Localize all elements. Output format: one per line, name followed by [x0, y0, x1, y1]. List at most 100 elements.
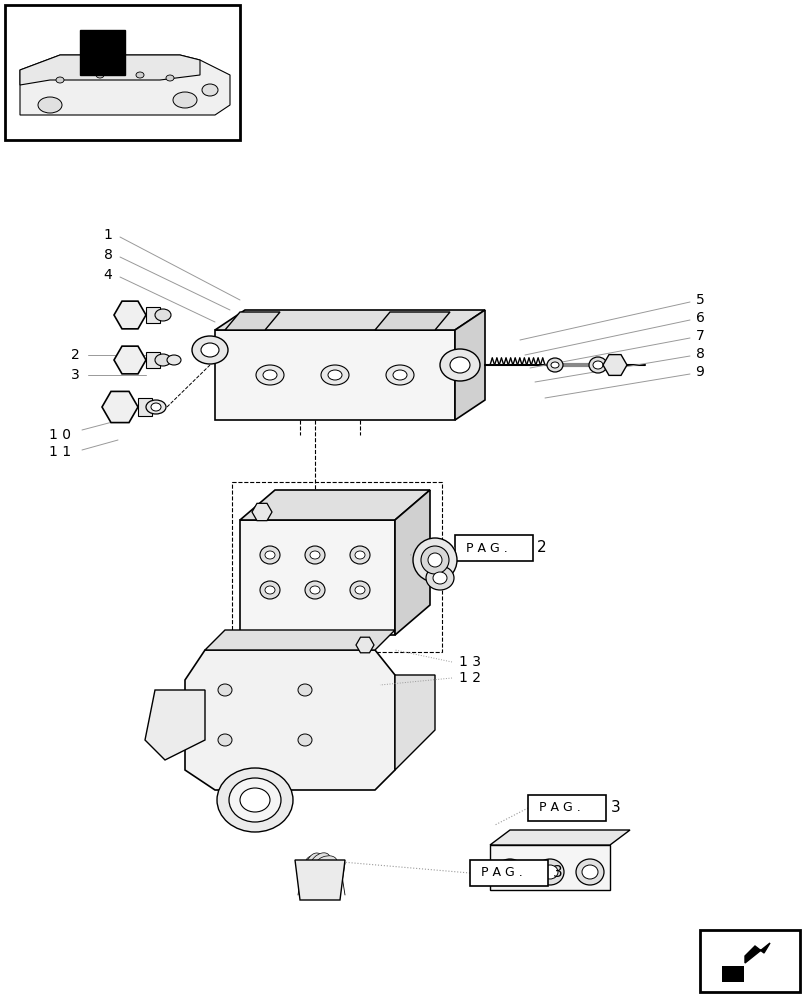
Ellipse shape [240, 788, 270, 812]
Bar [699, 930, 799, 992]
Ellipse shape [328, 370, 341, 380]
Ellipse shape [155, 354, 171, 366]
Ellipse shape [217, 684, 232, 696]
Ellipse shape [420, 546, 448, 574]
Ellipse shape [541, 865, 557, 879]
Text: P A G .: P A G . [481, 866, 522, 879]
Text: P A G .: P A G . [466, 542, 507, 554]
Ellipse shape [588, 357, 607, 373]
Ellipse shape [305, 853, 323, 876]
Ellipse shape [354, 586, 365, 594]
Polygon shape [80, 30, 125, 75]
Ellipse shape [146, 400, 165, 414]
Polygon shape [114, 346, 146, 374]
Text: 2: 2 [71, 348, 79, 362]
Bar [527, 795, 605, 821]
Polygon shape [20, 55, 200, 85]
Polygon shape [294, 860, 345, 900]
Ellipse shape [165, 75, 174, 81]
Ellipse shape [535, 859, 564, 885]
Ellipse shape [496, 859, 523, 885]
Ellipse shape [581, 865, 597, 879]
Polygon shape [215, 310, 484, 330]
Ellipse shape [191, 336, 228, 364]
Ellipse shape [151, 403, 161, 411]
Ellipse shape [449, 357, 470, 373]
Ellipse shape [592, 361, 603, 369]
Ellipse shape [314, 856, 337, 873]
Polygon shape [355, 637, 374, 653]
Text: 1 1: 1 1 [49, 445, 71, 459]
Polygon shape [20, 55, 230, 115]
Ellipse shape [201, 343, 219, 357]
Polygon shape [603, 355, 626, 375]
Text: 3: 3 [71, 368, 79, 382]
Polygon shape [454, 310, 484, 420]
Ellipse shape [202, 84, 217, 96]
Text: 1: 1 [104, 228, 112, 242]
Bar [232, 482, 441, 652]
Polygon shape [394, 490, 430, 635]
Polygon shape [204, 630, 394, 650]
Ellipse shape [135, 72, 144, 78]
Ellipse shape [260, 546, 280, 564]
Polygon shape [145, 690, 204, 760]
Polygon shape [215, 330, 454, 420]
Bar [5, 5, 240, 140]
Ellipse shape [263, 370, 277, 380]
Ellipse shape [432, 572, 446, 584]
Ellipse shape [96, 72, 104, 78]
Ellipse shape [310, 863, 330, 883]
Polygon shape [240, 490, 430, 520]
Text: 1 2: 1 2 [458, 671, 480, 685]
Polygon shape [138, 398, 152, 416]
Polygon shape [394, 675, 435, 770]
Ellipse shape [310, 551, 320, 559]
Ellipse shape [173, 92, 197, 108]
Ellipse shape [413, 538, 457, 582]
Ellipse shape [310, 586, 320, 594]
Text: 3: 3 [611, 800, 620, 815]
Text: 3: 3 [552, 865, 562, 880]
Ellipse shape [260, 581, 280, 599]
Ellipse shape [575, 859, 603, 885]
Ellipse shape [427, 553, 441, 567]
Polygon shape [146, 352, 160, 368]
Text: 1 3: 1 3 [458, 655, 480, 669]
Text: 5: 5 [695, 293, 703, 307]
Ellipse shape [264, 551, 275, 559]
Ellipse shape [440, 349, 479, 381]
Ellipse shape [298, 734, 311, 746]
Ellipse shape [385, 365, 414, 385]
Ellipse shape [547, 358, 562, 372]
Polygon shape [251, 503, 272, 521]
Ellipse shape [350, 546, 370, 564]
Polygon shape [114, 301, 146, 329]
Text: 8: 8 [104, 248, 112, 262]
Ellipse shape [426, 566, 453, 590]
Bar [470, 860, 547, 886]
Polygon shape [240, 520, 394, 635]
Text: 6: 6 [695, 311, 704, 325]
Ellipse shape [229, 778, 281, 822]
Ellipse shape [217, 768, 293, 832]
Ellipse shape [305, 860, 323, 883]
Ellipse shape [38, 97, 62, 113]
Polygon shape [489, 845, 609, 890]
Ellipse shape [501, 865, 517, 879]
Text: 8: 8 [695, 347, 704, 361]
Ellipse shape [303, 856, 320, 880]
Text: 9: 9 [695, 365, 704, 379]
Ellipse shape [305, 546, 324, 564]
Ellipse shape [167, 355, 181, 365]
Polygon shape [102, 391, 138, 423]
Ellipse shape [354, 551, 365, 559]
Ellipse shape [320, 365, 349, 385]
Polygon shape [225, 312, 280, 330]
Ellipse shape [393, 370, 406, 380]
Text: 2: 2 [537, 540, 546, 556]
Ellipse shape [315, 860, 340, 876]
Text: P A G .: P A G . [539, 801, 580, 814]
Ellipse shape [155, 309, 171, 321]
Ellipse shape [551, 362, 558, 368]
